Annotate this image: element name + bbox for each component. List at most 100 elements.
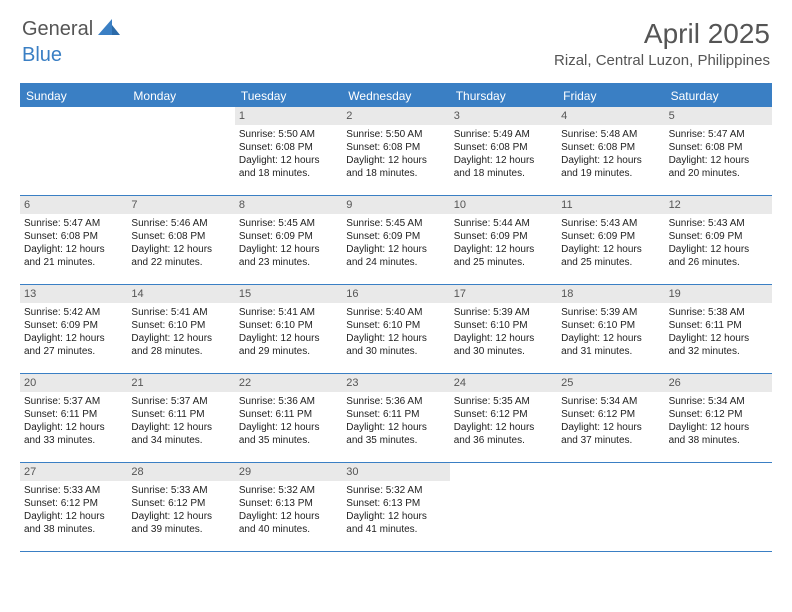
day-number: 30 xyxy=(342,463,449,481)
dl2-text: and 38 minutes. xyxy=(24,523,123,536)
dow-cell: Tuesday xyxy=(235,85,342,107)
sunset-text: Sunset: 6:09 PM xyxy=(239,230,338,243)
day-cell: 2Sunrise: 5:50 AMSunset: 6:08 PMDaylight… xyxy=(342,107,449,195)
day-number: 27 xyxy=(20,463,127,481)
day-number: 24 xyxy=(450,374,557,392)
sunrise-text: Sunrise: 5:37 AM xyxy=(131,395,230,408)
day-cell: 18Sunrise: 5:39 AMSunset: 6:10 PMDayligh… xyxy=(557,285,664,373)
day-number: 14 xyxy=(127,285,234,303)
sunset-text: Sunset: 6:12 PM xyxy=(131,497,230,510)
day-number: 10 xyxy=(450,196,557,214)
sunrise-text: Sunrise: 5:36 AM xyxy=(346,395,445,408)
sunset-text: Sunset: 6:10 PM xyxy=(454,319,553,332)
day-number: 21 xyxy=(127,374,234,392)
day-cell xyxy=(665,463,772,551)
sunset-text: Sunset: 6:08 PM xyxy=(24,230,123,243)
day-number: 12 xyxy=(665,196,772,214)
sunrise-text: Sunrise: 5:41 AM xyxy=(239,306,338,319)
day-cell: 3Sunrise: 5:49 AMSunset: 6:08 PMDaylight… xyxy=(450,107,557,195)
day-cell: 28Sunrise: 5:33 AMSunset: 6:12 PMDayligh… xyxy=(127,463,234,551)
dl2-text: and 19 minutes. xyxy=(561,167,660,180)
sunrise-text: Sunrise: 5:43 AM xyxy=(669,217,768,230)
sunrise-text: Sunrise: 5:34 AM xyxy=(561,395,660,408)
sunset-text: Sunset: 6:12 PM xyxy=(24,497,123,510)
dow-cell: Thursday xyxy=(450,85,557,107)
day-cell xyxy=(450,463,557,551)
dl1-text: Daylight: 12 hours xyxy=(346,421,445,434)
dl1-text: Daylight: 12 hours xyxy=(131,421,230,434)
day-number: 6 xyxy=(20,196,127,214)
day-cell: 15Sunrise: 5:41 AMSunset: 6:10 PMDayligh… xyxy=(235,285,342,373)
day-number: 16 xyxy=(342,285,449,303)
day-cell: 17Sunrise: 5:39 AMSunset: 6:10 PMDayligh… xyxy=(450,285,557,373)
week-row: 1Sunrise: 5:50 AMSunset: 6:08 PMDaylight… xyxy=(20,107,772,196)
day-cell: 21Sunrise: 5:37 AMSunset: 6:11 PMDayligh… xyxy=(127,374,234,462)
sunset-text: Sunset: 6:11 PM xyxy=(346,408,445,421)
sunset-text: Sunset: 6:10 PM xyxy=(346,319,445,332)
day-cell: 10Sunrise: 5:44 AMSunset: 6:09 PMDayligh… xyxy=(450,196,557,284)
day-cell: 13Sunrise: 5:42 AMSunset: 6:09 PMDayligh… xyxy=(20,285,127,373)
day-cell: 8Sunrise: 5:45 AMSunset: 6:09 PMDaylight… xyxy=(235,196,342,284)
dl1-text: Daylight: 12 hours xyxy=(239,154,338,167)
calendar-grid: SundayMondayTuesdayWednesdayThursdayFrid… xyxy=(20,83,772,552)
day-number: 8 xyxy=(235,196,342,214)
dl2-text: and 25 minutes. xyxy=(454,256,553,269)
day-number xyxy=(665,463,772,481)
dl2-text: and 25 minutes. xyxy=(561,256,660,269)
dl1-text: Daylight: 12 hours xyxy=(131,332,230,345)
sunrise-text: Sunrise: 5:41 AM xyxy=(131,306,230,319)
dl2-text: and 24 minutes. xyxy=(346,256,445,269)
sunrise-text: Sunrise: 5:32 AM xyxy=(346,484,445,497)
day-number: 17 xyxy=(450,285,557,303)
dl2-text: and 27 minutes. xyxy=(24,345,123,358)
day-number: 18 xyxy=(557,285,664,303)
dl1-text: Daylight: 12 hours xyxy=(561,154,660,167)
day-cell: 4 Sunrise: 5:48 AMSunset: 6:08 PMDaylight… xyxy=(557,107,664,195)
day-number: 22 xyxy=(235,374,342,392)
sunrise-text: Sunrise: 5:50 AM xyxy=(239,128,338,141)
day-number: 20 xyxy=(20,374,127,392)
sunset-text: Sunset: 6:13 PM xyxy=(346,497,445,510)
sunrise-text: Sunrise: 5:39 AM xyxy=(454,306,553,319)
sunset-text: Sunset: 6:08 PM xyxy=(561,141,660,154)
day-cell: 23Sunrise: 5:36 AMSunset: 6:11 PMDayligh… xyxy=(342,374,449,462)
day-number: 19 xyxy=(665,285,772,303)
dl2-text: and 33 minutes. xyxy=(24,434,123,447)
day-cell: 26Sunrise: 5:34 AMSunset: 6:12 PMDayligh… xyxy=(665,374,772,462)
dl2-text: and 23 minutes. xyxy=(239,256,338,269)
dl2-text: and 40 minutes. xyxy=(239,523,338,536)
day-number xyxy=(450,463,557,481)
dl1-text: Daylight: 12 hours xyxy=(346,510,445,523)
brand-part1: General xyxy=(22,18,93,41)
dl2-text: and 26 minutes. xyxy=(669,256,768,269)
sunset-text: Sunset: 6:11 PM xyxy=(669,319,768,332)
location-subtitle: Rizal, Central Luzon, Philippines xyxy=(554,52,770,69)
dl2-text: and 30 minutes. xyxy=(346,345,445,358)
sunrise-text: Sunrise: 5:48 AM xyxy=(561,128,660,141)
sunrise-text: Sunrise: 5:33 AM xyxy=(131,484,230,497)
day-number: 26 xyxy=(665,374,772,392)
day-cell xyxy=(557,463,664,551)
dl2-text: and 22 minutes. xyxy=(131,256,230,269)
dl2-text: and 34 minutes. xyxy=(131,434,230,447)
dl2-text: and 37 minutes. xyxy=(561,434,660,447)
dl2-text: and 35 minutes. xyxy=(346,434,445,447)
day-number: 4 xyxy=(557,107,664,125)
sunrise-text: Sunrise: 5:49 AM xyxy=(454,128,553,141)
dl2-text: and 28 minutes. xyxy=(131,345,230,358)
dl2-text: and 36 minutes. xyxy=(454,434,553,447)
sunrise-text: Sunrise: 5:36 AM xyxy=(239,395,338,408)
sunrise-text: Sunrise: 5:44 AM xyxy=(454,217,553,230)
day-number xyxy=(127,107,234,125)
sunset-text: Sunset: 6:12 PM xyxy=(669,408,768,421)
dl2-text: and 30 minutes. xyxy=(454,345,553,358)
brand-part2: Blue xyxy=(22,44,62,66)
header: General April 2025 Rizal, Central Luzon,… xyxy=(0,0,792,75)
day-cell: 9Sunrise: 5:45 AMSunset: 6:09 PMDaylight… xyxy=(342,196,449,284)
day-cell: 20Sunrise: 5:37 AMSunset: 6:11 PMDayligh… xyxy=(20,374,127,462)
sunrise-text: Sunrise: 5:50 AM xyxy=(346,128,445,141)
day-number: 1 xyxy=(235,107,342,125)
sunset-text: Sunset: 6:08 PM xyxy=(346,141,445,154)
sunset-text: Sunset: 6:10 PM xyxy=(131,319,230,332)
sunrise-text: Sunrise: 5:42 AM xyxy=(24,306,123,319)
